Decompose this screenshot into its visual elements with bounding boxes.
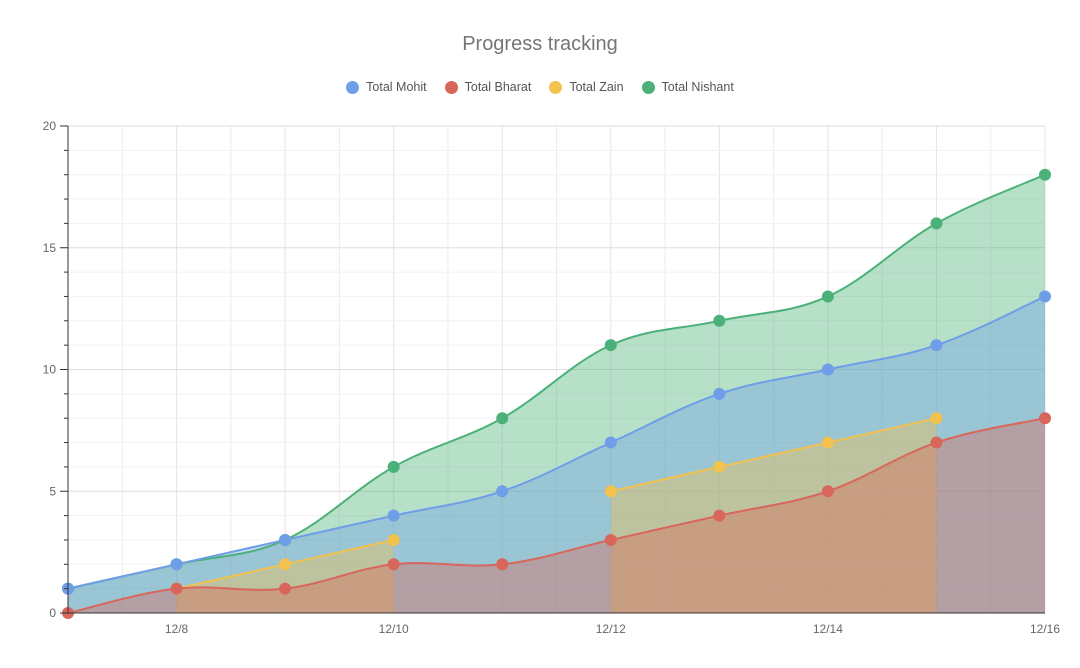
legend-item-zain[interactable]: Total Zain [549, 80, 624, 94]
x-tick-label: 12/14 [813, 622, 843, 636]
line-bharat [67, 417, 1046, 614]
y-tick-label: 20 [43, 119, 57, 133]
point-nishant [387, 460, 400, 473]
legend-item-nishant[interactable]: Total Nishant [641, 80, 734, 94]
point-zain [930, 412, 943, 425]
point-mohit [604, 436, 617, 449]
axes: 0 5 10 15 20 12/8 12/10 12/12 12/14 12/16 [43, 119, 1061, 636]
point-nishant [496, 412, 509, 425]
point-zain [279, 558, 292, 571]
point-zain [387, 533, 400, 546]
legend-marker-nishant [641, 80, 655, 94]
point-bharat [279, 582, 292, 595]
point-mohit [930, 339, 943, 352]
point-nishant [713, 314, 726, 327]
point-mohit [387, 509, 400, 522]
legend-item-bharat[interactable]: Total Bharat [444, 80, 532, 94]
point-mohit [279, 533, 292, 546]
legend-label-nishant: Total Nishant [661, 80, 734, 94]
line-zain [610, 417, 937, 493]
legend-item-mohit[interactable]: Total Mohit [346, 80, 427, 94]
legend-label-bharat: Total Bharat [464, 80, 532, 94]
y-tick-label: 10 [43, 363, 57, 377]
y-tick-label: 0 [49, 606, 56, 620]
point-mohit [821, 363, 834, 376]
point-bharat [604, 533, 617, 546]
area-bharat [68, 418, 1045, 613]
x-tick-label: 12/8 [165, 622, 189, 636]
point-nishant [930, 217, 943, 230]
point-bharat [713, 509, 726, 522]
legend-label-zain: Total Zain [569, 80, 624, 94]
point-nishant [821, 290, 834, 303]
area-nishant [68, 174, 1045, 613]
series-lines [67, 173, 1046, 614]
legend-marker-zain [549, 80, 563, 94]
y-tick-label: 5 [49, 484, 56, 498]
line-mohit [67, 295, 1046, 590]
point-bharat [170, 582, 183, 595]
x-tick-label: 12/10 [379, 622, 409, 636]
point-zain [821, 436, 834, 449]
point-bharat [1039, 412, 1051, 425]
x-tick-label: 12/12 [596, 622, 626, 636]
area-zain [176, 539, 394, 613]
legend-marker-mohit [346, 80, 360, 94]
legend-label-mohit: Total Mohit [366, 80, 427, 94]
point-bharat [496, 558, 509, 571]
line-nishant [67, 173, 1046, 590]
legend-marker-bharat [444, 80, 458, 94]
point-mohit [496, 485, 509, 498]
point-zain [713, 460, 726, 473]
point-nishant [604, 339, 617, 352]
legend: Total Mohit Total Bharat Total Zain Tota… [0, 80, 1080, 94]
point-mohit [713, 387, 726, 400]
series-points [62, 168, 1051, 619]
point-mohit [170, 558, 183, 571]
y-tick-label: 15 [43, 241, 57, 255]
chart-title: Progress tracking [462, 33, 618, 55]
point-bharat [930, 436, 943, 449]
point-mohit [1039, 290, 1051, 303]
point-bharat [821, 485, 834, 498]
point-bharat [387, 558, 400, 571]
point-nishant [1039, 168, 1051, 181]
x-tick-label: 12/16 [1030, 622, 1060, 636]
point-zain [604, 485, 617, 498]
area-zain [610, 418, 937, 613]
